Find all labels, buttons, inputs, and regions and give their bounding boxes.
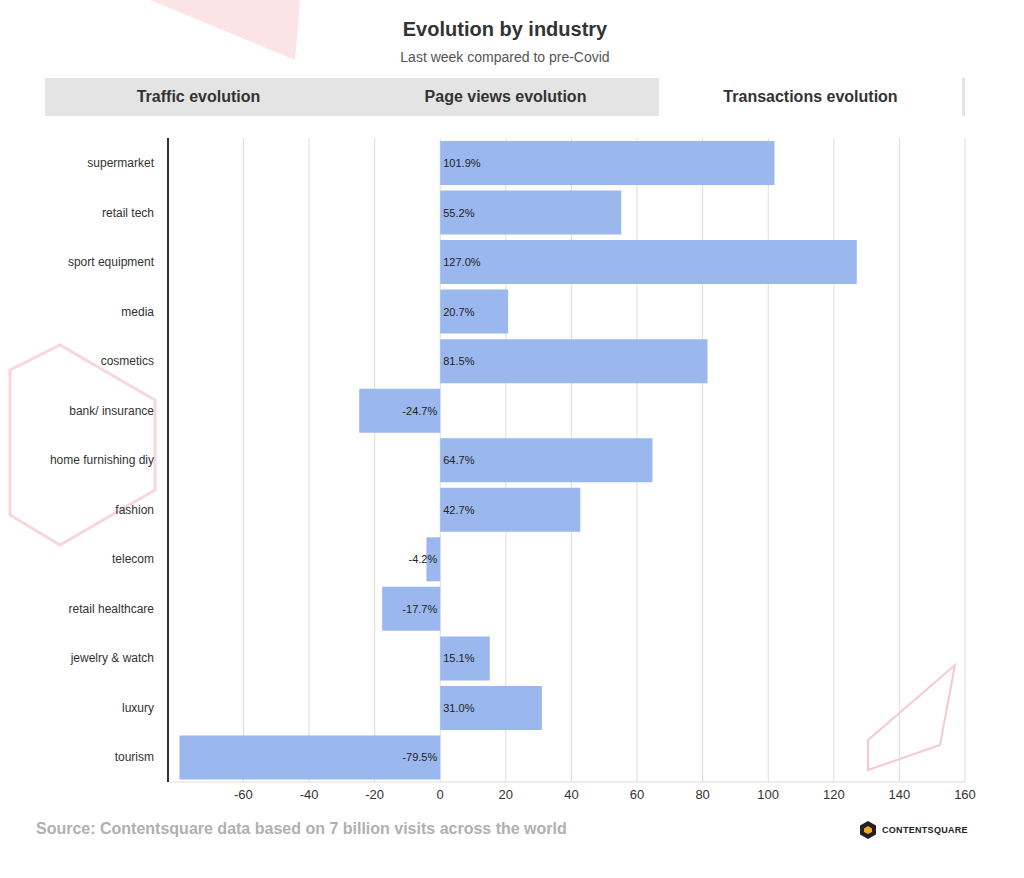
svg-text:bank/ insurance: bank/ insurance (69, 404, 154, 418)
svg-text:media: media (121, 305, 154, 319)
svg-text:-20: -20 (365, 787, 384, 802)
svg-text:jewelry & watch: jewelry & watch (70, 651, 154, 665)
svg-text:15.1%: 15.1% (443, 652, 474, 664)
svg-text:home furnishing diy: home furnishing diy (50, 453, 154, 467)
html-text:Page views evolution: Page views evolution (424, 88, 587, 105)
svg-text:127.0%: 127.0% (443, 256, 481, 268)
html-text:Last week compared to pre-Covi: Last week compared to pre-Covid (400, 49, 610, 65)
svg-text:20.7%: 20.7% (443, 306, 474, 318)
svg-text:64.7%: 64.7% (443, 454, 474, 466)
svg-text:120: 120 (823, 787, 845, 802)
svg-text:fashion: fashion (115, 503, 154, 517)
svg-text:cosmetics: cosmetics (101, 354, 154, 368)
svg-text:supermarket: supermarket (87, 156, 154, 170)
html-text:Source: Contentsquare data bas: Source: Contentsquare data based on 7 bi… (36, 820, 567, 837)
svg-text:42.7%: 42.7% (443, 504, 474, 516)
svg-text:sport equipment: sport equipment (68, 255, 155, 269)
svg-text:telecom: telecom (112, 552, 154, 566)
svg-text:retail healthcare: retail healthcare (69, 602, 155, 616)
svg-text:40: 40 (564, 787, 578, 802)
svg-text:160: 160 (954, 787, 976, 802)
svg-text:140: 140 (889, 787, 911, 802)
svg-text:-17.7%: -17.7% (402, 603, 437, 615)
html-text:Evolution by industry: Evolution by industry (402, 18, 608, 40)
svg-text:101.9%: 101.9% (443, 157, 481, 169)
html-text:Transactions evolution: Transactions evolution (723, 88, 898, 105)
svg-text:20: 20 (499, 787, 513, 802)
svg-text:-60: -60 (234, 787, 253, 802)
svg-text:luxury: luxury (122, 701, 154, 715)
svg-text:0: 0 (437, 787, 444, 802)
svg-text:55.2%: 55.2% (443, 207, 474, 219)
svg-text:retail tech: retail tech (102, 206, 154, 220)
html-text:CONTENTSQUARE: CONTENTSQUARE (882, 825, 968, 835)
svg-text:60: 60 (630, 787, 644, 802)
svg-text:-24.7%: -24.7% (402, 405, 437, 417)
html-text:Traffic evolution: Traffic evolution (136, 88, 261, 105)
svg-text:-4.2%: -4.2% (408, 553, 437, 565)
svg-text:80: 80 (695, 787, 709, 802)
svg-text:81.5%: 81.5% (443, 355, 474, 367)
svg-text:-79.5%: -79.5% (402, 751, 437, 763)
svg-text:100: 100 (757, 787, 779, 802)
svg-text:-40: -40 (300, 787, 319, 802)
svg-text:tourism: tourism (115, 750, 154, 764)
svg-text:31.0%: 31.0% (443, 702, 474, 714)
